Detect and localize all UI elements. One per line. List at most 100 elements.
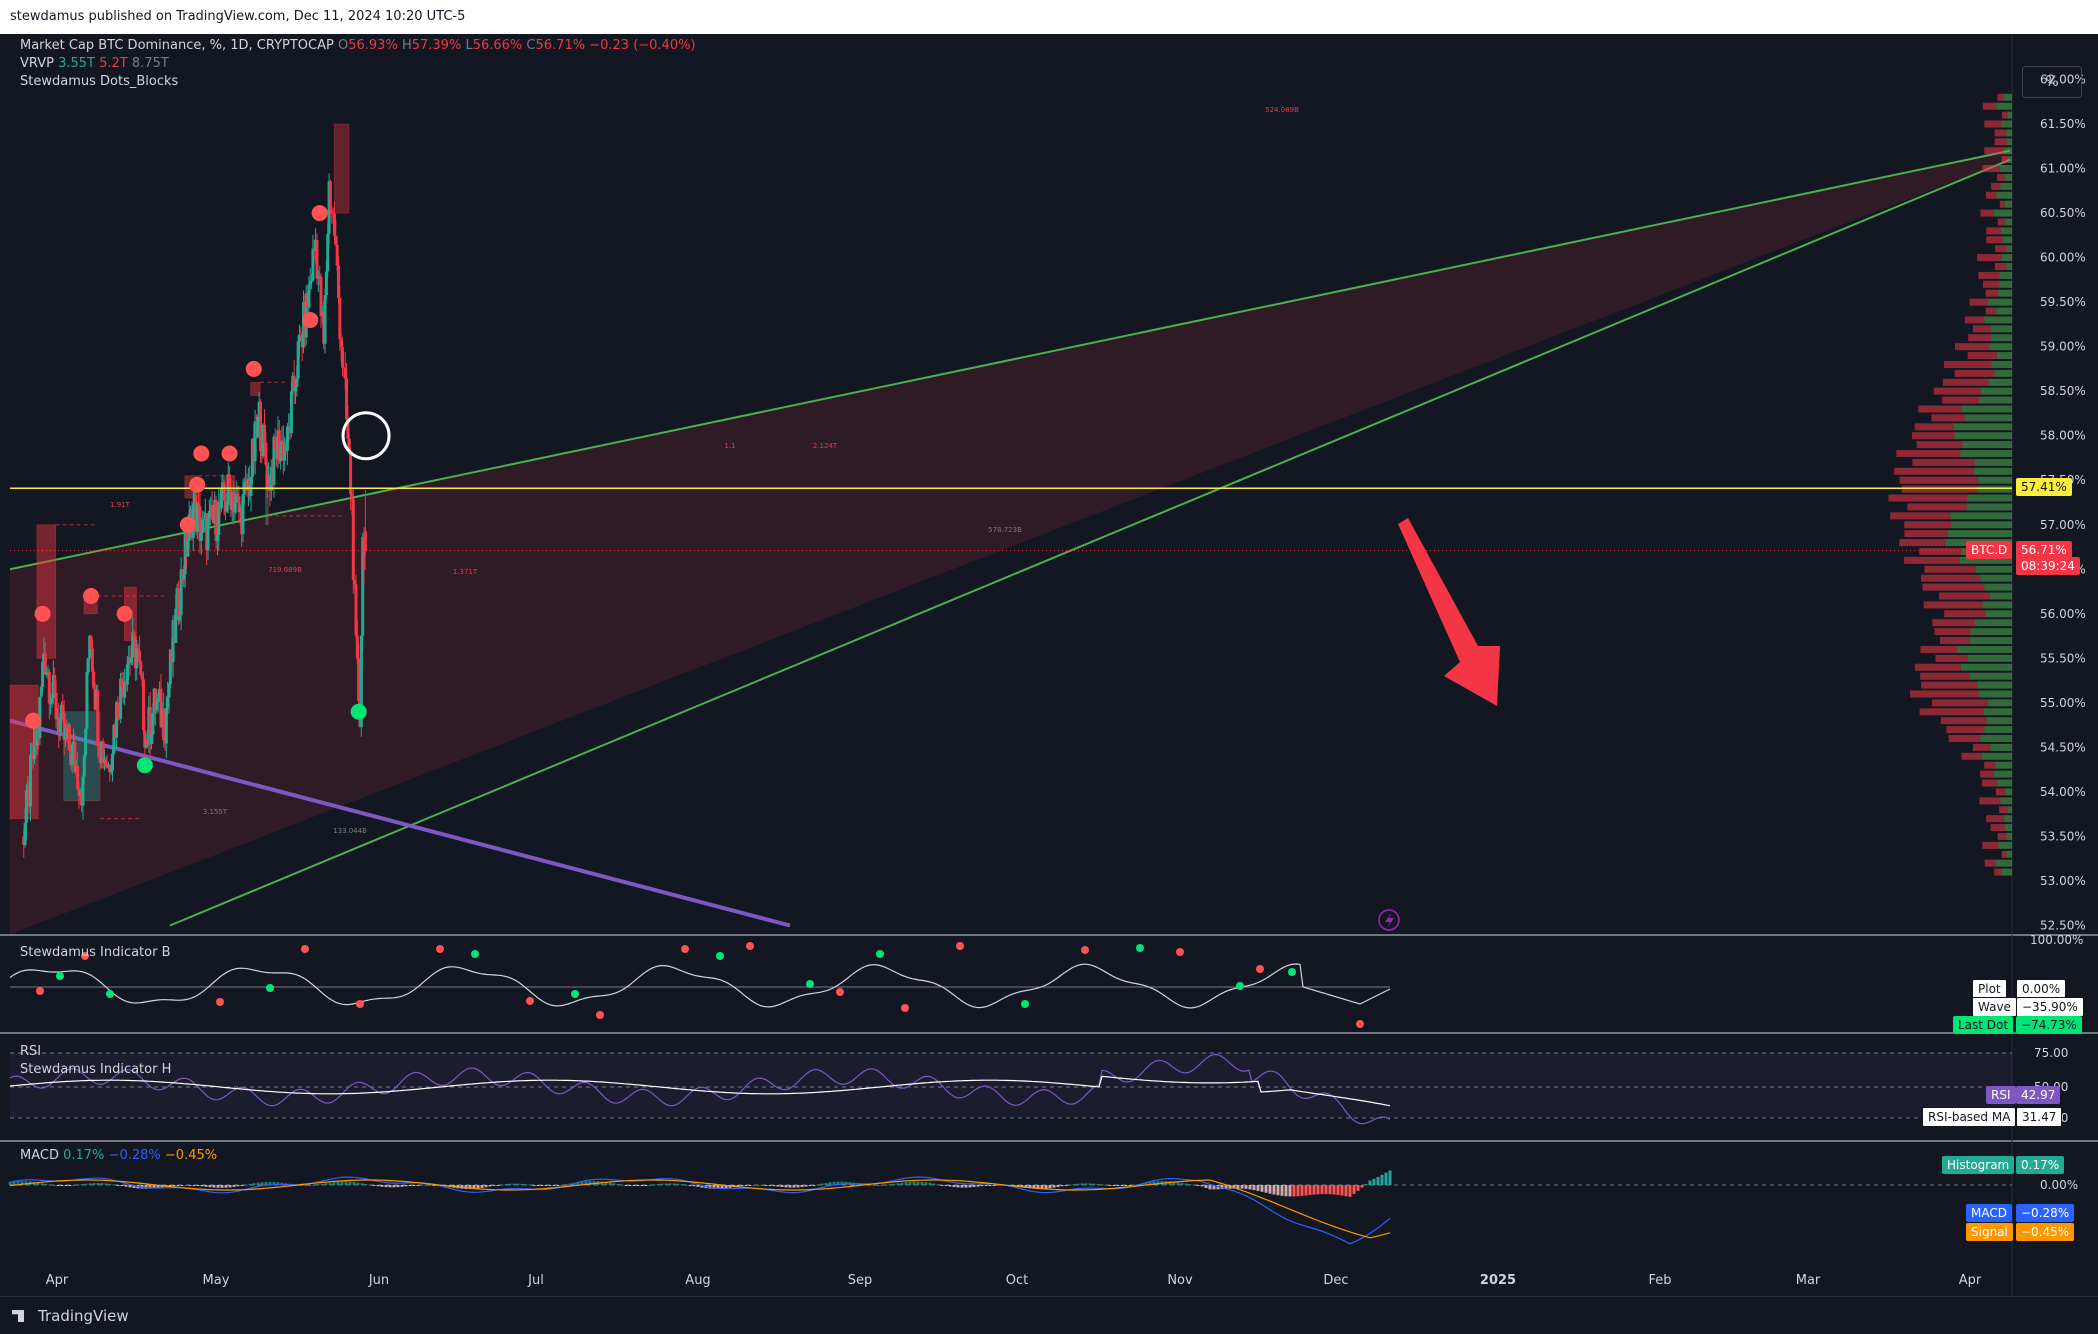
volume-profile-up	[1974, 619, 2012, 627]
rsi-tick: 75.00	[2034, 1046, 2068, 1060]
vrvp-legend: VRVP 3.55T 5.2T 8.75T	[20, 56, 169, 71]
macd-histogram-bar	[324, 1183, 328, 1185]
time-tick-label: 2025	[1480, 1273, 1516, 1288]
candle-body	[162, 708, 166, 741]
volume-profile-up	[1991, 360, 2012, 368]
macd-histogram-bar	[680, 1184, 684, 1186]
price-tick-label: 58.50%	[2040, 384, 2086, 398]
volume-profile-up	[1951, 521, 2012, 529]
macd-histogram-bar	[428, 1184, 432, 1186]
candle-body	[346, 419, 350, 439]
macd-histogram-bar	[488, 1185, 492, 1187]
volume-profile-up	[1967, 654, 2012, 662]
volume-profile-up	[1981, 752, 2012, 760]
macd-histogram-bar	[360, 1183, 364, 1185]
volume-profile-down	[1986, 815, 2005, 823]
macd-histogram-bar	[984, 1185, 988, 1186]
macd-histogram-bar	[1304, 1185, 1308, 1196]
chart-area[interactable]: 62.00% 61.50% 61.00% 60.50% 60.00% 59.50% 59.0…	[0, 34, 2098, 1296]
candle-body	[186, 540, 190, 557]
macd-histogram-bar	[208, 1185, 212, 1188]
price-tick-label: 62.00%	[2040, 73, 2086, 87]
macd-histogram-bar	[968, 1185, 972, 1188]
macd-histogram-bar	[1320, 1185, 1324, 1195]
signal-dot-red	[221, 445, 238, 462]
macd-histogram-bar	[1264, 1185, 1268, 1193]
macd-histogram-bar	[1188, 1184, 1192, 1186]
macd-histogram-bar	[1256, 1185, 1260, 1191]
macd-histogram-bar	[1104, 1184, 1108, 1186]
volume-profile-up	[2003, 93, 2012, 101]
volume-profile-up	[1984, 726, 2012, 734]
macd-histogram-bar	[784, 1185, 788, 1188]
volume-profile-down	[1979, 797, 2001, 805]
candle-body	[129, 657, 133, 663]
macd-histogram-bar	[12, 1181, 16, 1185]
candle-body	[263, 424, 267, 443]
macd-histogram-bar	[1336, 1185, 1340, 1195]
volume-profile-down	[1923, 601, 1983, 609]
volume-profile-up	[2006, 263, 2012, 271]
macd-histogram-bar	[1228, 1185, 1232, 1189]
macd-histogram-bar	[1312, 1185, 1316, 1195]
macd-histogram-bar	[316, 1184, 320, 1186]
macd-histogram-bar	[788, 1185, 792, 1188]
macd-histogram-bar	[976, 1185, 980, 1187]
chart-svg[interactable]: 62.00% 61.50% 61.00% 60.50% 60.00% 59.50% 59.0…	[0, 34, 2098, 1296]
wedge-fill	[10, 150, 2010, 935]
macd-histogram-bar	[1360, 1185, 1364, 1188]
macd-histogram-bar	[1000, 1184, 1004, 1186]
signal-dot-red	[116, 605, 133, 622]
volume-profile-up	[1991, 334, 2012, 342]
ind-b-tick: 100.00%	[2030, 933, 2083, 947]
ind-b-dot	[571, 990, 579, 998]
macd-histogram-bar	[128, 1185, 132, 1188]
candle-body	[120, 678, 124, 688]
volume-profile-up	[1996, 191, 2012, 199]
ind-b-dot	[901, 1004, 909, 1012]
macd-histogram-bar	[1344, 1185, 1348, 1197]
macd-histogram-bar	[108, 1183, 112, 1185]
signal-label-tag: Signal	[1966, 1223, 2013, 1241]
macd-histogram-bar	[400, 1185, 404, 1187]
macd-histogram-bar	[56, 1185, 60, 1186]
macd-histogram-bar	[504, 1183, 508, 1185]
candle-body	[199, 532, 203, 541]
macd-histogram-bar	[1032, 1185, 1036, 1189]
candle-body	[159, 688, 163, 728]
candle-body	[67, 724, 71, 751]
signal-dot-red	[245, 360, 262, 377]
macd-histogram-bar	[188, 1185, 192, 1186]
macd-histogram-bar	[1328, 1185, 1332, 1195]
ind-b-dot	[106, 990, 114, 998]
percent-scale-button[interactable]: %	[2022, 66, 2082, 98]
macd-histogram-bar	[1092, 1183, 1096, 1185]
volume-profile-up	[1964, 414, 2012, 422]
candle-body	[136, 647, 140, 651]
candle-body	[202, 519, 206, 521]
volume-profile-down	[1999, 200, 2005, 208]
macd-histogram-bar	[756, 1184, 760, 1186]
time-tick-label: Jul	[527, 1273, 544, 1288]
volume-profile-down	[1918, 405, 1962, 413]
block-volume-label: 719.689B	[268, 566, 302, 574]
volume-profile-down	[1981, 779, 1998, 787]
countdown-tag: 08:39:24	[2016, 557, 2080, 575]
macd-histogram-bar	[1292, 1185, 1296, 1197]
candle-body	[228, 474, 232, 490]
macd-histogram-bar	[716, 1185, 720, 1189]
macd-histogram-bar	[1372, 1178, 1376, 1185]
macd-line	[9, 1176, 1391, 1245]
volume-profile-down	[1912, 432, 1955, 440]
macd-histogram-bar	[1076, 1183, 1080, 1185]
candle-body	[339, 338, 343, 348]
candle-body	[297, 334, 301, 342]
macd-histogram-bar	[896, 1183, 900, 1185]
candle-body	[197, 503, 201, 507]
ind-b-dot	[876, 950, 884, 958]
macd-histogram-bar	[472, 1185, 476, 1189]
tradingview-logo[interactable]: TradingView	[12, 1307, 129, 1325]
volume-profile-down	[1904, 521, 1952, 529]
macd-histogram-bar	[224, 1185, 228, 1188]
macd-histogram-bar	[1380, 1174, 1384, 1185]
